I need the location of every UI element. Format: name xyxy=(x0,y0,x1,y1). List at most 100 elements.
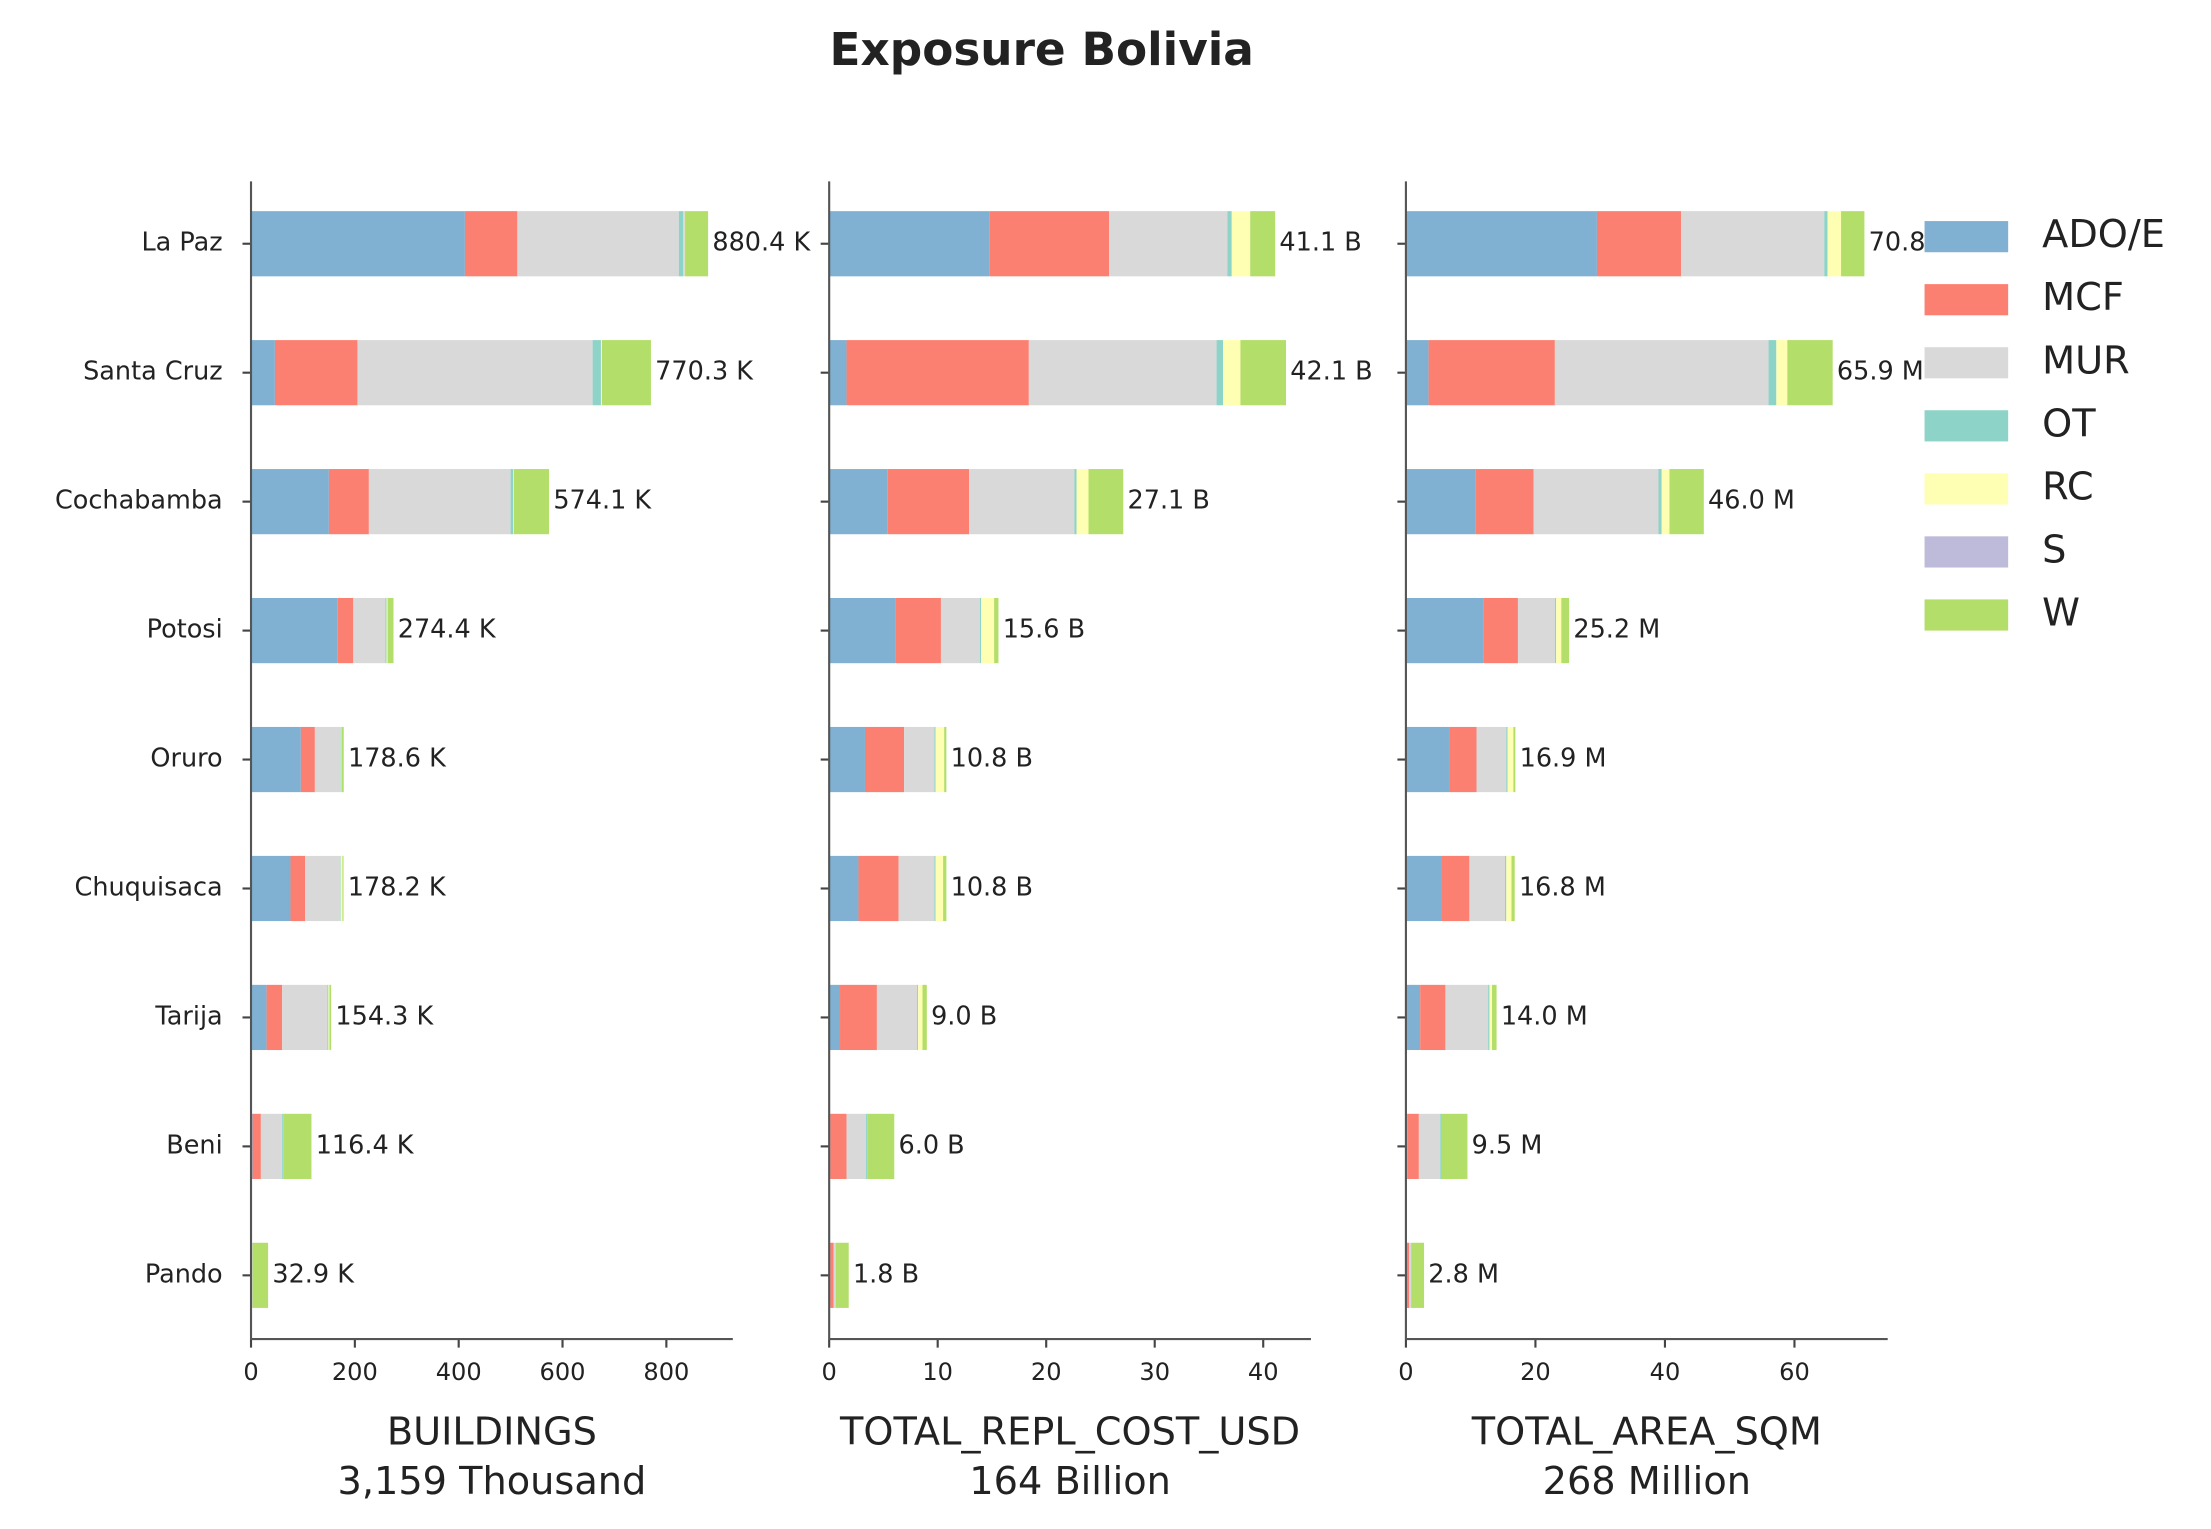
value-label: 6.0 B xyxy=(899,1130,965,1160)
bar-segment xyxy=(251,855,291,922)
bar-segment xyxy=(1506,855,1512,922)
bar-segment xyxy=(314,726,341,793)
bar-segment xyxy=(1475,469,1534,535)
value-label: 27.1 B xyxy=(1127,486,1209,516)
bar-segment xyxy=(1405,340,1429,406)
bar-segment xyxy=(386,597,388,664)
bar-segment xyxy=(858,855,899,922)
bar-segment xyxy=(898,855,935,922)
bar-segment xyxy=(251,211,465,277)
value-label: 16.8 M xyxy=(1519,872,1606,902)
bar-segment xyxy=(464,211,518,277)
y-tick-label: Beni xyxy=(166,1130,222,1160)
x-tick-label: 200 xyxy=(332,1358,378,1386)
bar-segment xyxy=(601,340,651,406)
bar-segment xyxy=(864,726,905,793)
bar-segment xyxy=(684,211,686,277)
legend-swatch xyxy=(1924,536,2009,568)
bar-segment xyxy=(1227,211,1232,277)
bar-segment xyxy=(1076,469,1089,535)
bar-segment xyxy=(1405,469,1476,535)
bar-segment xyxy=(1661,469,1670,535)
y-tick-label: Santa Cruz xyxy=(83,357,223,387)
y-tick-label: La Paz xyxy=(141,228,222,258)
bar-segment xyxy=(260,1113,283,1179)
x-tick-label: 40 xyxy=(1248,1358,1279,1386)
value-label: 574.1 K xyxy=(553,486,652,516)
value-label: 46.0 M xyxy=(1708,486,1795,516)
bar-segment xyxy=(1513,726,1516,793)
x-axis-subtitle: 3,159 Thousand xyxy=(338,1459,647,1504)
bar-segment xyxy=(1776,340,1788,406)
bar-segment xyxy=(592,340,601,406)
bar-segment xyxy=(980,597,982,664)
bar-segment xyxy=(830,1242,834,1308)
legend-label: MCF xyxy=(2042,275,2124,320)
y-tick-label: Oruro xyxy=(150,744,222,774)
legend-swatch xyxy=(1924,347,2009,379)
bar-segment xyxy=(1787,340,1833,406)
bar-segment xyxy=(835,1242,849,1308)
value-label: 2.8 M xyxy=(1428,1259,1499,1289)
x-tick-label: 20 xyxy=(1031,1358,1062,1386)
bar-segment xyxy=(1517,597,1555,664)
bar-segment xyxy=(1440,1113,1442,1179)
legend-swatch xyxy=(1924,473,2009,505)
legend-swatch xyxy=(1924,284,2009,316)
bar-segment xyxy=(1088,469,1124,535)
value-label: 16.9 M xyxy=(1520,744,1607,774)
value-label: 178.6 K xyxy=(348,744,447,774)
bar-segment xyxy=(1556,597,1562,664)
legend-label: S xyxy=(2042,527,2066,572)
x-tick-label: 0 xyxy=(822,1358,837,1386)
bar-segment xyxy=(917,984,919,1051)
bar-segment xyxy=(1841,211,1865,277)
bar-segment xyxy=(1445,984,1489,1051)
value-label: 9.0 B xyxy=(931,1001,997,1031)
bar-segment xyxy=(510,469,514,535)
y-tick-label: Cochabamba xyxy=(55,486,223,516)
value-label: 25.2 M xyxy=(1573,615,1660,645)
bar-segment xyxy=(1768,340,1777,406)
legend-label: ADO/E xyxy=(2042,212,2165,257)
bar-segment xyxy=(283,1113,312,1179)
bar-segment xyxy=(282,984,328,1051)
bar-segment xyxy=(357,340,593,406)
bar-segment xyxy=(1428,340,1555,406)
bar-segment xyxy=(829,597,896,664)
bar-segment xyxy=(368,469,511,535)
bar-segment xyxy=(290,855,306,922)
bar-segment xyxy=(922,984,927,1051)
bar-segment xyxy=(1449,726,1477,793)
x-tick-label: 0 xyxy=(243,1358,258,1386)
bar-segment xyxy=(513,469,514,535)
value-label: 42.1 B xyxy=(1290,357,1372,387)
bar-segment xyxy=(866,1113,868,1179)
bar-segment xyxy=(1240,340,1287,406)
value-label: 15.6 B xyxy=(1003,615,1085,645)
bar-segment xyxy=(1489,984,1493,1051)
bar-segment xyxy=(943,855,947,922)
y-tick-label: Pando xyxy=(145,1259,223,1289)
bar-segment xyxy=(1824,211,1828,277)
bar-segment xyxy=(251,597,338,664)
bar-segment xyxy=(1658,469,1662,535)
bar-segment xyxy=(1405,984,1421,1051)
x-axis-title: TOTAL_REPL_COST_USD xyxy=(839,1410,1300,1455)
bar-segment xyxy=(1411,1242,1425,1308)
bar-segment xyxy=(1469,855,1505,922)
bar-segment xyxy=(829,340,847,406)
bar-segment xyxy=(341,726,344,793)
bar-segment xyxy=(1506,726,1508,793)
x-tick-label: 400 xyxy=(436,1358,482,1386)
x-tick-label: 60 xyxy=(1779,1358,1810,1386)
value-label: 274.4 K xyxy=(398,615,497,645)
bar-segment xyxy=(1250,211,1276,277)
bar-segment xyxy=(1109,211,1228,277)
bar-segment xyxy=(969,469,1075,535)
bar-segment xyxy=(829,855,859,922)
value-label: 116.4 K xyxy=(316,1130,415,1160)
legend-label: RC xyxy=(2042,464,2093,509)
bar-segment xyxy=(934,855,936,922)
bar-segment xyxy=(513,469,550,535)
